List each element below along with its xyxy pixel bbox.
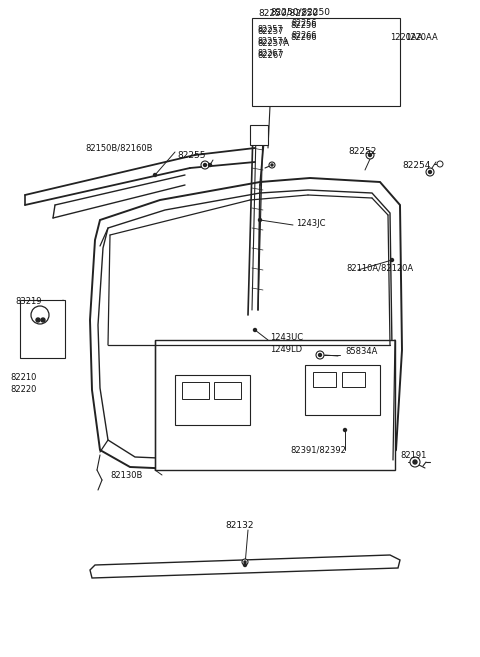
Circle shape <box>201 161 209 169</box>
Text: 82220: 82220 <box>10 386 36 394</box>
Circle shape <box>36 318 40 322</box>
Text: 82256: 82256 <box>292 20 317 28</box>
Circle shape <box>31 306 49 324</box>
Bar <box>250 125 268 145</box>
Text: 82130B: 82130B <box>110 472 143 480</box>
Circle shape <box>410 457 420 467</box>
Text: 1220AA: 1220AA <box>405 34 438 43</box>
Text: 82254: 82254 <box>402 160 431 170</box>
Bar <box>313 372 336 387</box>
Text: 82150B/82160B: 82150B/82160B <box>85 143 153 152</box>
Circle shape <box>269 162 275 168</box>
Circle shape <box>344 428 347 432</box>
Text: 82257A: 82257A <box>257 39 289 49</box>
Circle shape <box>41 318 45 322</box>
Circle shape <box>426 168 434 176</box>
Bar <box>305 365 380 415</box>
Text: 82266: 82266 <box>290 32 317 41</box>
Circle shape <box>154 173 156 177</box>
Text: 82256: 82256 <box>290 20 316 30</box>
Polygon shape <box>90 555 400 578</box>
Text: 1249LD: 1249LD <box>270 346 302 355</box>
Circle shape <box>437 161 443 167</box>
Text: 82250/82250: 82250/82250 <box>258 9 318 18</box>
Text: 85834A: 85834A <box>345 348 377 357</box>
Circle shape <box>369 154 372 156</box>
Bar <box>20 300 65 358</box>
Text: 1220AA: 1220AA <box>390 34 423 43</box>
Circle shape <box>319 353 322 357</box>
Circle shape <box>208 164 212 166</box>
Text: 82257: 82257 <box>257 28 284 37</box>
Bar <box>155 340 395 470</box>
Text: 82210: 82210 <box>10 373 36 382</box>
Text: 82250/82250: 82250/82250 <box>270 7 330 16</box>
Bar <box>342 372 365 387</box>
Text: 82257: 82257 <box>258 26 284 35</box>
Circle shape <box>204 164 206 166</box>
Circle shape <box>259 219 262 221</box>
Circle shape <box>242 559 248 565</box>
Text: 82266: 82266 <box>292 32 317 41</box>
Text: 82267: 82267 <box>258 49 283 58</box>
Text: 1243JC: 1243JC <box>296 219 325 229</box>
Circle shape <box>316 351 324 359</box>
Bar <box>182 382 209 399</box>
Text: 1243UC: 1243UC <box>270 334 303 342</box>
Circle shape <box>253 328 256 332</box>
Circle shape <box>244 561 246 563</box>
Circle shape <box>391 258 394 261</box>
Bar <box>214 382 241 399</box>
Circle shape <box>366 151 374 159</box>
Bar <box>175 375 250 425</box>
Text: 82257A: 82257A <box>258 37 289 47</box>
Circle shape <box>243 564 247 566</box>
Text: 82132: 82132 <box>225 522 253 530</box>
Text: 82191: 82191 <box>400 451 426 461</box>
Circle shape <box>429 171 432 173</box>
Circle shape <box>271 164 273 166</box>
Text: 82391/82392: 82391/82392 <box>290 445 346 455</box>
Text: 82255: 82255 <box>177 150 205 160</box>
Circle shape <box>413 460 417 464</box>
Bar <box>252 18 400 106</box>
Text: 82252: 82252 <box>348 148 376 156</box>
Text: 83219: 83219 <box>15 298 41 307</box>
Text: 82267: 82267 <box>257 51 284 60</box>
Text: 82110A/82120A: 82110A/82120A <box>346 263 413 273</box>
